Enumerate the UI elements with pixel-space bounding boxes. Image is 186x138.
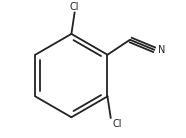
- Text: Cl: Cl: [70, 2, 79, 12]
- Text: Cl: Cl: [112, 119, 122, 128]
- Text: N: N: [158, 45, 165, 55]
